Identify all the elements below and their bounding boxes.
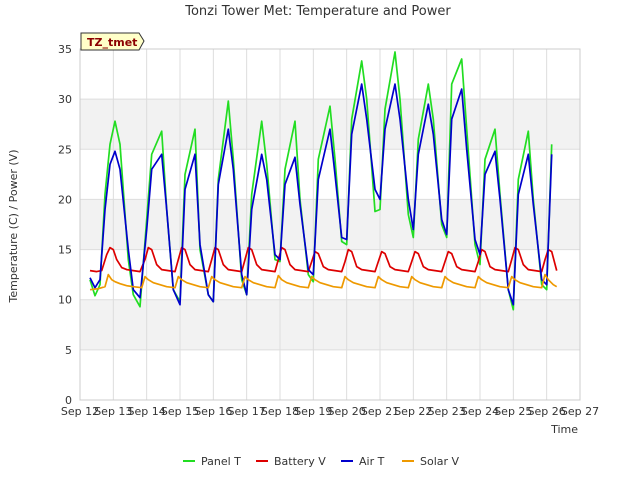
x-axis-label: Time <box>550 423 578 436</box>
x-tick-label: Sep 22 <box>394 405 432 418</box>
x-tick-label: Sep 27 <box>561 405 599 418</box>
x-tick-label: Sep 23 <box>428 405 466 418</box>
x-tick-label: Sep 16 <box>194 405 232 418</box>
legend-item-solar-v: Solar V <box>402 455 460 468</box>
legend-label: Battery V <box>274 455 326 468</box>
x-tick-label: Sep 18 <box>261 405 299 418</box>
y-tick-label: 35 <box>58 43 72 56</box>
badge-label: TZ_tmet <box>87 36 137 49</box>
x-tick-label: Sep 20 <box>328 405 366 418</box>
plot-frame <box>79 48 581 401</box>
x-tick-label: Sep 21 <box>361 405 399 418</box>
x-tick-label: Sep 14 <box>128 405 166 418</box>
x-tick-label: Sep 15 <box>161 405 199 418</box>
band-5-10 <box>80 299 580 350</box>
legend: Panel T Battery V Air T Solar V <box>183 455 460 468</box>
series-line-panel-t <box>89 51 553 311</box>
legend-item-air-t: Air T <box>341 455 385 468</box>
background-bands <box>80 99 580 350</box>
series-line-air-t <box>89 83 553 306</box>
x-tick-label: Sep 24 <box>461 405 499 418</box>
series-lines <box>89 51 558 311</box>
chart-title: Tonzi Tower Met: Temperature and Power <box>184 4 451 19</box>
legend-label: Air T <box>359 455 385 468</box>
x-tick-label: Sep 17 <box>228 405 266 418</box>
legend-item-battery-v: Battery V <box>256 455 326 468</box>
legend-label: Panel T <box>201 455 241 468</box>
x-tick-label: Sep 26 <box>528 405 566 418</box>
y-axis-ticks: 0 5 10 15 20 25 30 35 <box>58 43 72 407</box>
x-tick-label: Sep 13 <box>94 405 132 418</box>
y-tick-label: 15 <box>58 244 72 257</box>
band-15-20 <box>80 199 580 250</box>
y-axis-label: Temperature (C) / Power (V) <box>7 149 20 303</box>
tz-tmet-badge: TZ_tmet <box>80 32 145 51</box>
x-tick-label: Sep 25 <box>494 405 532 418</box>
x-tick-label: Sep 19 <box>294 405 332 418</box>
y-tick-label: 20 <box>58 193 72 206</box>
x-tick-label: Sep 12 <box>61 405 99 418</box>
series-line-battery-v <box>89 246 558 273</box>
y-tick-label: 10 <box>58 294 72 307</box>
series-line-solar-v <box>89 273 558 291</box>
y-tick-label: 25 <box>58 143 72 156</box>
y-tick-label: 5 <box>65 344 72 357</box>
y-tick-label: 30 <box>58 93 72 106</box>
legend-label: Solar V <box>420 455 460 468</box>
legend-item-panel-t: Panel T <box>183 455 241 468</box>
y-tick-label: 0 <box>65 394 72 407</box>
badge-shape <box>80 32 145 51</box>
